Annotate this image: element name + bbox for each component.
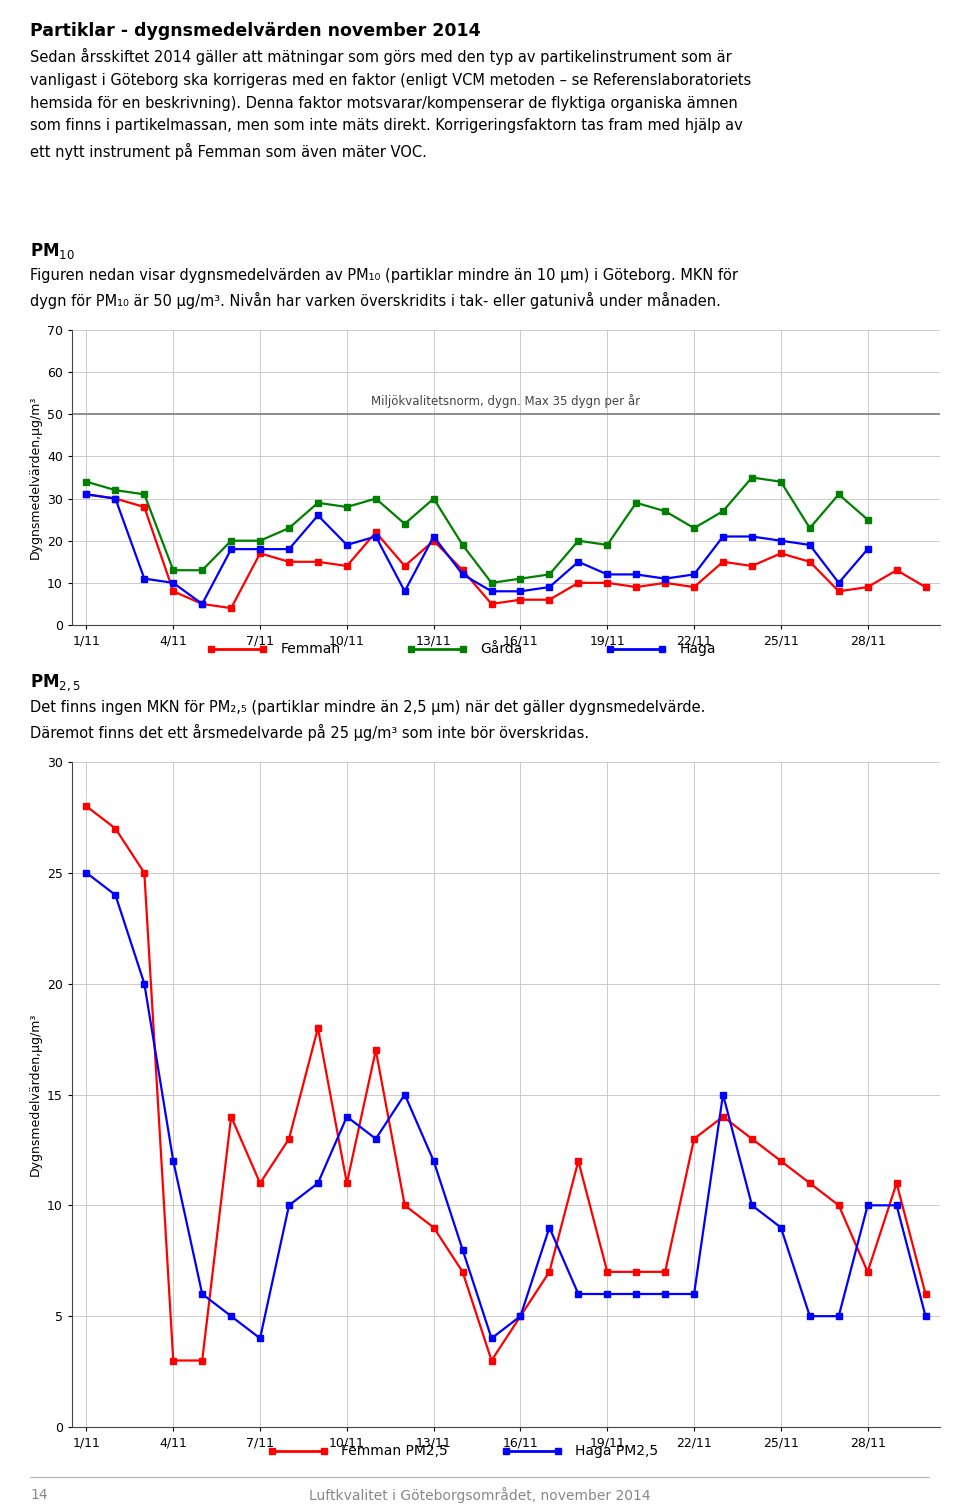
Text: Femman PM2,5: Femman PM2,5: [341, 1444, 447, 1458]
Text: PM$_{10}$: PM$_{10}$: [30, 240, 75, 262]
Text: 14: 14: [30, 1488, 48, 1501]
Text: Femman: Femman: [280, 643, 341, 656]
Text: Gårda: Gårda: [480, 643, 522, 656]
Text: Haga: Haga: [680, 643, 716, 656]
Text: Det finns ingen MKN för PM₂,₅ (partiklar mindre än 2,5 μm) när det gäller dygnsm: Det finns ingen MKN för PM₂,₅ (partiklar…: [30, 700, 706, 741]
Text: Partiklar - dygnsmedelvärden november 2014: Partiklar - dygnsmedelvärden november 20…: [30, 23, 481, 39]
Text: PM$_{2,5}$: PM$_{2,5}$: [30, 673, 81, 694]
Y-axis label: Dygnsmedelvärden,μg/m³: Dygnsmedelvärden,μg/m³: [29, 396, 41, 559]
Text: Miljökvalitetsnorm, dygn. Max 35 dygn per år: Miljökvalitetsnorm, dygn. Max 35 dygn pe…: [372, 395, 640, 408]
Text: Luftkvalitet i Göteborgsområdet, november 2014: Luftkvalitet i Göteborgsområdet, novembe…: [309, 1486, 651, 1503]
Text: Sedan årsskiftet 2014 gäller att mätningar som görs med den typ av partikelinstr: Sedan årsskiftet 2014 gäller att mätning…: [30, 48, 752, 160]
Text: Haga PM2,5: Haga PM2,5: [575, 1444, 659, 1458]
Y-axis label: Dygnsmedelvärden,μg/m³: Dygnsmedelvärden,μg/m³: [29, 1013, 41, 1176]
Text: Figuren nedan visar dygnsmedelvärden av PM₁₀ (partiklar mindre än 10 μm) i Göteb: Figuren nedan visar dygnsmedelvärden av …: [30, 268, 738, 308]
